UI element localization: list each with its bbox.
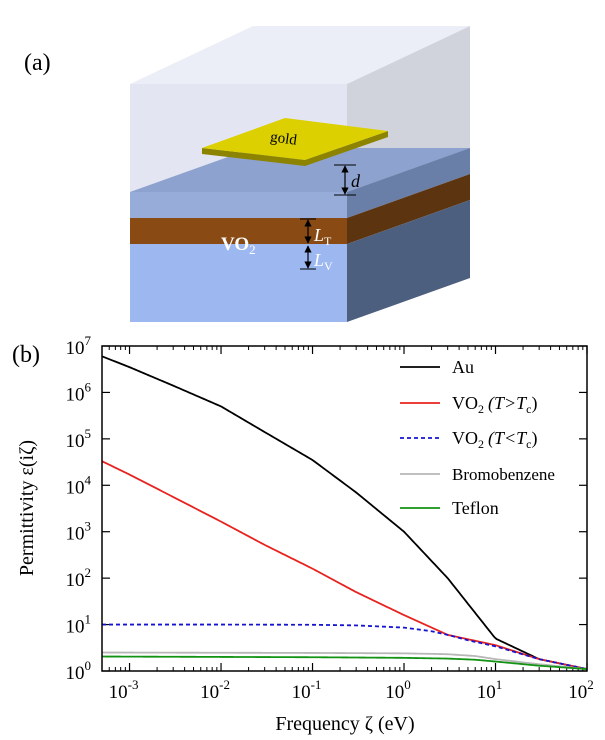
legend-label-vo2-insulator: VO2 (T<Tc) (452, 428, 538, 451)
gold-label: gold (269, 129, 298, 149)
series-line-3 (102, 651, 587, 670)
vo2-layer-front (130, 218, 347, 244)
x-tick-label: 10-2 (200, 677, 230, 703)
legend: Au VO2 (T>Tc) VO2 (T<Tc) Bromobenzene Tefl… (400, 357, 555, 518)
legend-label-bromobenzene: Bromobenzene (452, 465, 555, 484)
lt-label: LT (313, 225, 332, 248)
series-line-2 (102, 623, 587, 670)
legend-label-vo2-metal: VO2 (T>Tc) (452, 393, 538, 416)
panel-b-label: (b) (12, 342, 40, 368)
gold-plate-side (305, 131, 388, 166)
series-line-0 (102, 355, 587, 670)
gold-plate-edge (202, 148, 305, 166)
dielectric-layer-front (130, 192, 347, 218)
outer-box-top (130, 26, 470, 84)
y-tick-label: 105 (66, 426, 92, 452)
lv-label: LV (313, 250, 333, 273)
y-tick-label: 102 (66, 565, 92, 591)
substrate-side (347, 200, 470, 322)
y-axis-label: Permittivity ε(iζ) (16, 440, 38, 576)
y-tick-label: 101 (66, 612, 92, 638)
x-axis-label: Frequency ζ (eV) (275, 713, 414, 735)
substrate-front (130, 244, 347, 322)
x-tick-label: 100 (385, 677, 411, 703)
x-tick-label: 10-3 (109, 677, 139, 703)
y-tick-labels: 100 101 102 103 104 105 106 107 (66, 333, 92, 684)
legend-label-teflon: Teflon (452, 498, 499, 518)
vo2-layer-side (347, 174, 470, 244)
layered-structure-diagram: gold d LT LV VO2 (130, 26, 470, 322)
vo2-label: VO2 (221, 234, 256, 257)
dielectric-layer-top (130, 148, 470, 192)
plot-frame (101, 345, 588, 672)
y-tick-label: 103 (66, 519, 92, 545)
gold-plate-top (202, 118, 388, 160)
y-tick-label: 100 (66, 658, 92, 684)
series-line-1 (102, 460, 587, 670)
legend-label-au: Au (452, 357, 474, 377)
series-layer (102, 355, 587, 670)
y-tick-label: 106 (66, 379, 92, 405)
dielectric-layer-side (347, 148, 470, 218)
panel-a-label: (a) (24, 50, 51, 76)
permittivity-chart: 10-3 10-2 10-1 100 101 102 100 101 102 103 104 105… (16, 333, 594, 735)
y-tick-label: 107 (66, 333, 92, 359)
x-tick-labels: 10-3 10-2 10-1 100 101 102 (109, 677, 594, 703)
d-label: d (351, 171, 361, 191)
y-tick-label: 104 (66, 472, 92, 498)
x-tick-label: 102 (568, 677, 594, 703)
x-tick-label: 10-1 (292, 677, 322, 703)
series-line-4 (102, 655, 587, 670)
x-tick-label: 101 (477, 677, 503, 703)
